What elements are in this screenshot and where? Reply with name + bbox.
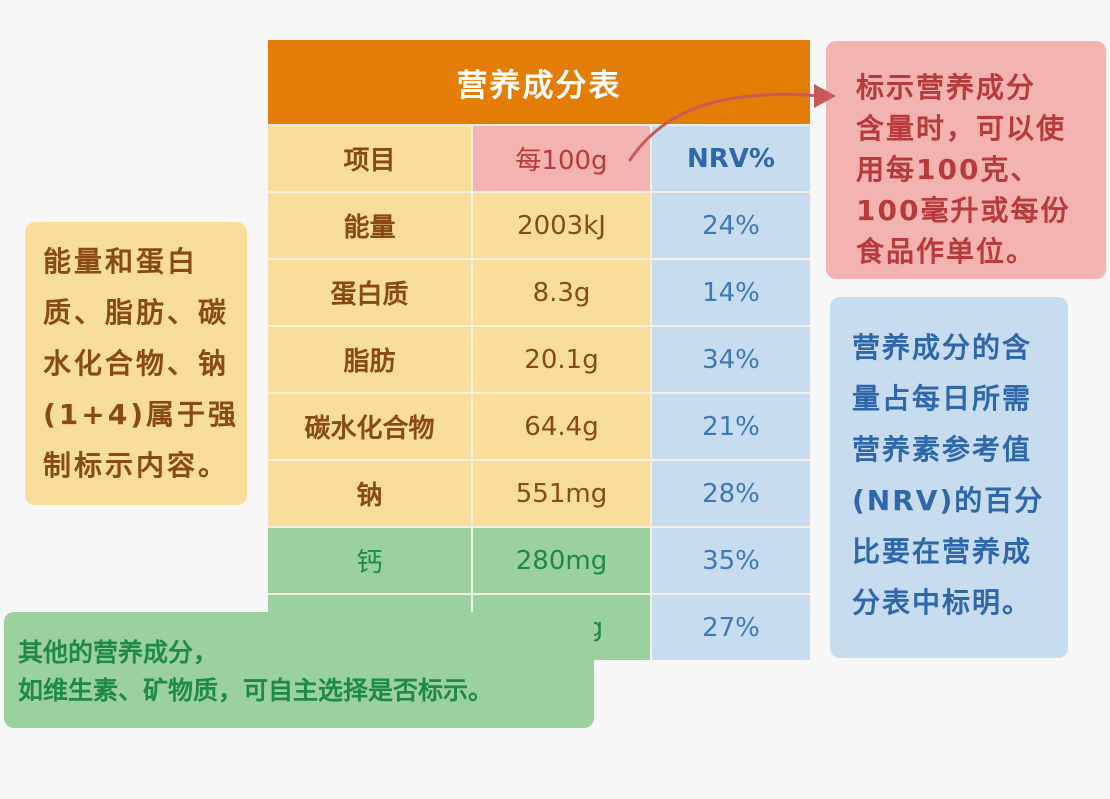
row-value: 280mg [473, 528, 650, 593]
header-nrv: NRV% [652, 126, 810, 191]
note-line: 标示营养成分 [856, 71, 1037, 104]
note-line: 制标示内容。 [43, 449, 230, 482]
note-line: 水化合物、钠 [43, 347, 230, 380]
note-line: 比要在营养成 [852, 535, 1033, 568]
note-line: 营养成分的含 [852, 331, 1033, 364]
row-nrv: 34% [652, 327, 810, 392]
table-header-row: 项目 每100g NRV% [268, 126, 810, 191]
row-value: 8.3g [473, 260, 650, 325]
note-line: 其他的营养成分， [18, 638, 219, 667]
note-line: 营养素参考值 [852, 433, 1033, 466]
row-nrv: 27% [652, 595, 810, 660]
header-item: 项目 [268, 126, 471, 191]
note-line: 用每100克、 [856, 153, 1041, 186]
note-line: (NRV)的百分 [852, 484, 1045, 517]
row-name: 能量 [268, 193, 471, 258]
unit-note: 标示营养成分 含量时，可以使 用每100克、 100毫升或每份 食品作单位。 [826, 41, 1106, 279]
row-value: 20.1g [473, 327, 650, 392]
row-nrv: 14% [652, 260, 810, 325]
row-nrv: 28% [652, 461, 810, 526]
note-line: (1+4)属于强 [43, 398, 240, 431]
header-per100g: 每100g [473, 126, 650, 191]
mandatory-items-note: 能量和蛋白 质、脂肪、碳 水化合物、钠 (1+4)属于强 制标示内容。 [25, 222, 247, 505]
table-row: 钙 280mg 35% [268, 528, 810, 593]
row-nrv: 35% [652, 528, 810, 593]
note-line: 100毫升或每份 [856, 194, 1071, 227]
table-row: 能量 2003kJ 24% [268, 193, 810, 258]
table-title: 营养成分表 [268, 40, 810, 124]
optional-items-note: 其他的营养成分， 如维生素、矿物质，可自主选择是否标示。 [4, 612, 594, 728]
row-nrv: 21% [652, 394, 810, 459]
note-line: 质、脂肪、碳 [43, 296, 230, 329]
row-value: 64.4g [473, 394, 650, 459]
note-line: 含量时，可以使 [856, 112, 1067, 145]
table-row: 脂肪 20.1g 34% [268, 327, 810, 392]
row-name: 蛋白质 [268, 260, 471, 325]
note-line: 如维生素、矿物质，可自主选择是否标示。 [18, 676, 494, 705]
note-line: 量占每日所需 [852, 382, 1033, 415]
note-line: 分表中标明。 [852, 586, 1033, 619]
table-row: 蛋白质 8.3g 14% [268, 260, 810, 325]
note-line: 食品作单位。 [856, 235, 1037, 268]
row-value: 551mg [473, 461, 650, 526]
table-row: 钠 551mg 28% [268, 461, 810, 526]
note-line: 能量和蛋白 [43, 245, 199, 278]
row-nrv: 24% [652, 193, 810, 258]
row-name: 钙 [268, 528, 471, 593]
row-name: 碳水化合物 [268, 394, 471, 459]
nrv-note: 营养成分的含 量占每日所需 营养素参考值 (NRV)的百分 比要在营养成 分表中… [830, 297, 1068, 658]
row-name: 钠 [268, 461, 471, 526]
arrow-icon [628, 84, 836, 162]
table-row: 碳水化合物 64.4g 21% [268, 394, 810, 459]
row-name: 脂肪 [268, 327, 471, 392]
row-value: 2003kJ [473, 193, 650, 258]
